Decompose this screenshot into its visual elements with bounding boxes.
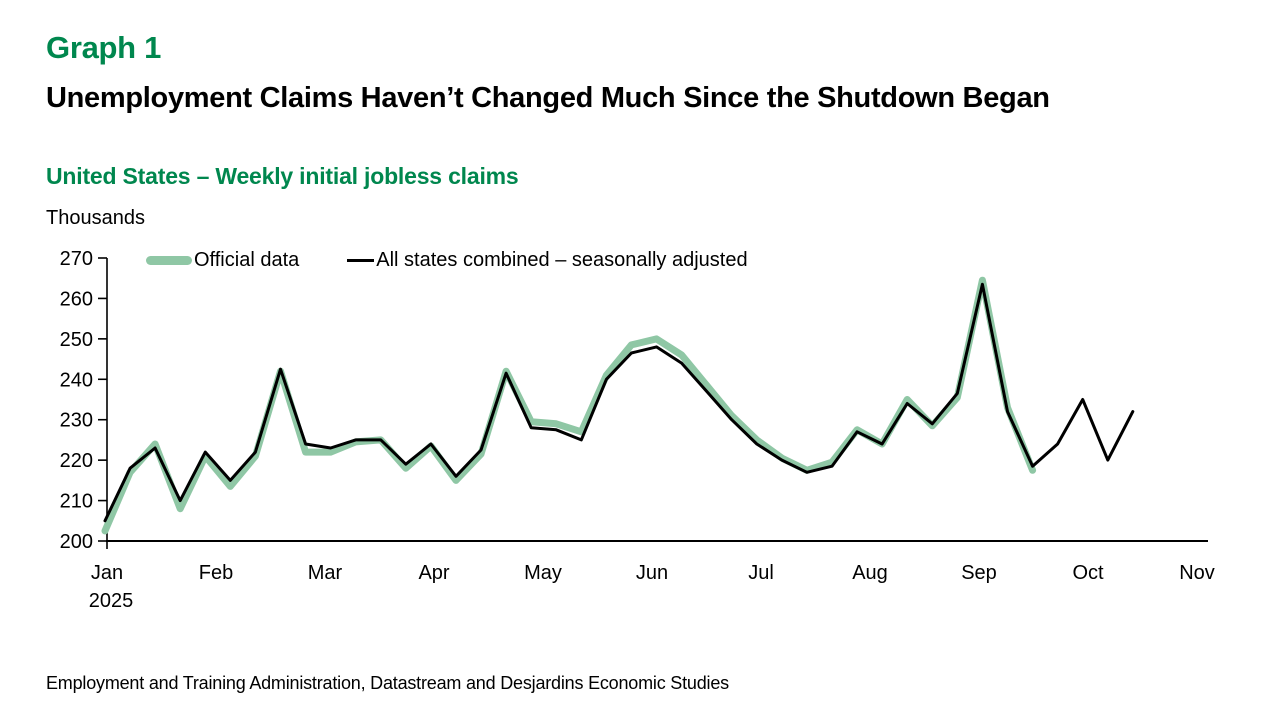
graph-number: Graph 1 bbox=[46, 30, 162, 65]
legend-label-combined: All states combined – seasonally adjuste… bbox=[376, 249, 748, 271]
y-axis-tick-label: 270 bbox=[60, 248, 93, 270]
x-axis-year-label: 2025 bbox=[89, 590, 134, 612]
y-axis-tick-label: 230 bbox=[60, 410, 93, 432]
x-axis-month-label: Jun bbox=[636, 562, 668, 584]
seasonally-adjusted-line bbox=[103, 282, 1135, 523]
legend: Official data All states combined – seas… bbox=[146, 249, 748, 272]
y-axis-tick-label: 200 bbox=[60, 531, 93, 553]
official-data-line bbox=[101, 276, 1037, 535]
x-axis-month-label: Oct bbox=[1072, 562, 1104, 584]
y-axis-units-label: Thousands bbox=[46, 207, 145, 229]
chart-subtitle: United States – Weekly initial jobless c… bbox=[46, 163, 519, 189]
x-axis-month-label: May bbox=[524, 562, 562, 584]
y-axis-tick-label: 260 bbox=[60, 288, 93, 310]
y-axis-tick-label: 250 bbox=[60, 329, 93, 351]
y-axis-tick-label: 240 bbox=[60, 369, 93, 391]
x-axis-month-label: Mar bbox=[308, 562, 343, 584]
y-axis-tick-label: 220 bbox=[60, 450, 93, 472]
x-axis-month-label: Apr bbox=[418, 562, 449, 584]
source-note: Employment and Training Administration, … bbox=[46, 673, 729, 693]
x-axis-month-label: Feb bbox=[199, 562, 233, 584]
x-axis-month-label: Aug bbox=[852, 562, 888, 584]
x-axis-month-label: Jan bbox=[91, 562, 123, 584]
x-axis-month-label: Nov bbox=[1179, 562, 1215, 584]
official-data-line-swatch-icon bbox=[146, 256, 192, 265]
combined-line-swatch-icon bbox=[347, 259, 375, 262]
legend-label-official: Official data bbox=[194, 249, 300, 271]
chart-title: Unemployment Claims Haven’t Changed Much… bbox=[46, 82, 1050, 114]
x-axis-month-label: Jul bbox=[748, 562, 774, 584]
y-axis-tick-label: 210 bbox=[60, 491, 93, 513]
legend-item-combined: All states combined – seasonally adjuste… bbox=[347, 249, 748, 272]
x-axis-month-label: Sep bbox=[961, 562, 997, 584]
legend-item-official: Official data bbox=[146, 249, 299, 272]
